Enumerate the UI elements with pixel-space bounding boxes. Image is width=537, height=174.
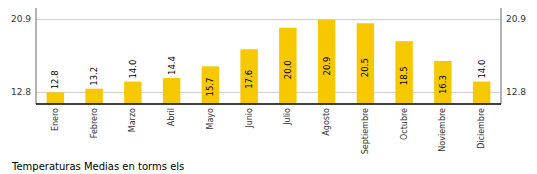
data-label: 16.3 [438, 75, 448, 94]
title: Temperaturas Medias en torms els [11, 161, 184, 172]
grid-line [36, 19, 501, 20]
y-axis-line [36, 8, 37, 104]
bar [124, 82, 141, 104]
data-label: 17.6 [244, 70, 254, 89]
data-label: 14.0 [128, 60, 138, 79]
y-axis-line-right [501, 8, 502, 104]
bar [279, 28, 296, 104]
bar [395, 41, 412, 104]
data-label: 14.0 [477, 60, 487, 79]
data-label: 12.8 [50, 70, 60, 89]
bar [473, 82, 490, 104]
x-tick-label: Enero [51, 108, 60, 131]
x-tick-label: Noviembre [438, 108, 447, 152]
data-label: 14.4 [167, 56, 177, 75]
bar [240, 49, 257, 104]
grid-line [36, 92, 501, 93]
bar [357, 23, 374, 104]
chart: 12.8 12.8 20.9 20.9 12.8 13.2 14.0 14.4 15.7 17.6… [0, 0, 537, 174]
bar [47, 92, 64, 104]
x-axis-line [36, 103, 501, 105]
bars [47, 20, 491, 104]
y-tick-label: 12.8 [11, 87, 31, 97]
x-tick-label: Marzo [128, 108, 137, 132]
x-tick-label: Mayo [206, 108, 215, 130]
x-tick-label: Diciembre [477, 108, 486, 149]
x-tick-label: Junio [245, 108, 254, 129]
x-tick-label: Septiembre [361, 108, 370, 154]
data-label: 20.0 [283, 60, 293, 79]
bar [163, 78, 180, 104]
x-tick-label: Octubre [400, 108, 409, 140]
bar [202, 66, 219, 104]
data-label: 15.7 [205, 78, 215, 97]
bar [434, 61, 451, 104]
bar [85, 89, 102, 104]
y-tick-label-right: 20.9 [506, 14, 526, 24]
y-tick-label: 20.9 [11, 14, 31, 24]
x-tick-label: Febrero [90, 108, 99, 138]
data-label: 18.5 [399, 66, 409, 85]
bar [318, 20, 335, 104]
x-tick-label: Julio [283, 108, 292, 126]
data-label: 13.2 [89, 67, 99, 86]
x-tick-label: Abril [167, 108, 176, 126]
data-label: 20.9 [322, 57, 332, 76]
data-label: 20.5 [360, 58, 370, 77]
x-tick-label: Agosto [322, 108, 331, 136]
y-tick-label-right: 12.8 [506, 87, 526, 97]
